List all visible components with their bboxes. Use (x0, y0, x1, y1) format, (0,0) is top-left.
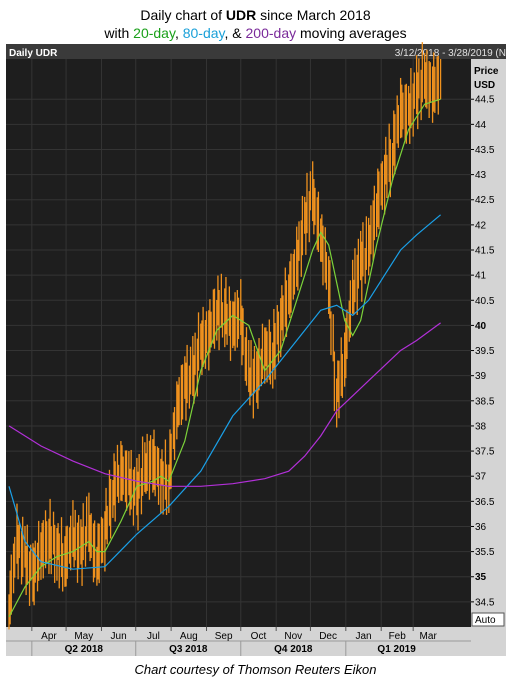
month-label: Mar (420, 631, 438, 642)
y-tick-label: 38.5 (475, 396, 495, 407)
panel-title: Daily UDR (9, 48, 58, 59)
y-tick-label: 36 (475, 522, 487, 533)
month-label: Feb (389, 631, 407, 642)
legend-200-day: 200-day (245, 25, 297, 41)
title-prefix: Daily chart of (140, 7, 226, 23)
auto-scale-button[interactable] (471, 612, 505, 627)
quarter-label: Q2 2018 (65, 644, 104, 655)
y-tick-label: 35.5 (475, 547, 495, 558)
month-label: Jul (147, 631, 160, 642)
y-tick-label: 41 (475, 271, 487, 282)
y-tick-label: 40 (475, 321, 487, 332)
y-tick-label: 34.5 (475, 597, 495, 608)
ma-20-day-line (8, 98, 441, 618)
y-tick-label: 38 (475, 421, 487, 432)
y-tick-label: 35 (475, 572, 487, 583)
date-range: 3/12/2018 - 3/28/2019 (N (395, 48, 506, 59)
month-label: Nov (284, 631, 302, 642)
subtitle-sep-2: , & (224, 25, 246, 41)
chart-title: Daily chart of UDR since March 2018 with… (0, 6, 511, 42)
y-tick-label: 39.5 (475, 346, 495, 357)
month-label: Aug (180, 631, 198, 642)
y-tick-label: 40.5 (475, 296, 495, 307)
price-label: Price (474, 66, 499, 77)
title-line-2: with 20-day, 80-day, & 200-day moving av… (0, 24, 511, 42)
month-label: May (74, 631, 93, 642)
series-layer (8, 42, 442, 630)
currency-label: USD (474, 80, 495, 91)
quarter-label: Q3 2018 (169, 644, 208, 655)
y-tick-label: 37.5 (475, 447, 495, 458)
chart-header-bar (6, 44, 506, 59)
y-tick-label: 44 (475, 120, 487, 131)
y-tick-label: 36.5 (475, 497, 495, 508)
chart-caption: Chart courtesy of Thomson Reuters Eikon (134, 662, 377, 677)
y-tick-label: 42 (475, 220, 487, 231)
y-axis-ticks: 34.5 35 35.5 36 36.5 37 37.5 38 38.5 39 39.5 40 40.5… (471, 95, 495, 608)
x-axis-ticks: Apr May Jun Jul Aug Sep Oct Nov Dec Jan Feb Mar Q2 2… (31, 627, 438, 656)
title-line-1: Daily chart of UDR since March 2018 (0, 6, 511, 24)
month-label: Sep (215, 631, 233, 642)
y-tick-label: 43.5 (475, 145, 495, 156)
month-label: Jan (355, 631, 371, 642)
subtitle-prefix: with (104, 25, 134, 41)
title-ticker: UDR (225, 7, 257, 23)
ma-200-day-line (8, 322, 441, 487)
subtitle-suffix: moving averages (296, 25, 407, 41)
y-tick-label: 43 (475, 170, 487, 181)
legend-80-day: 80-day (182, 25, 225, 41)
y-tick-label: 39 (475, 371, 487, 382)
y-tick-label: 44.5 (475, 95, 495, 106)
ma-80-day-line (8, 214, 441, 570)
month-label: Jun (111, 631, 127, 642)
y-axis-panel (471, 59, 506, 627)
y-tick-label: 42.5 (475, 195, 495, 206)
subtitle-sep-1: , (174, 25, 183, 41)
month-label: Dec (319, 631, 337, 642)
month-label: Oct (251, 631, 267, 642)
y-tick-label: 37 (475, 472, 487, 483)
legend-20-day: 20-day (133, 25, 175, 41)
month-label: Apr (41, 631, 57, 642)
title-suffix: since March 2018 (256, 7, 371, 23)
auto-scale-label: Auto (475, 615, 496, 626)
quarter-label: Q4 2018 (274, 644, 313, 655)
y-tick-label: 41.5 (475, 246, 495, 257)
quarter-label: Q1 2019 (377, 644, 416, 655)
